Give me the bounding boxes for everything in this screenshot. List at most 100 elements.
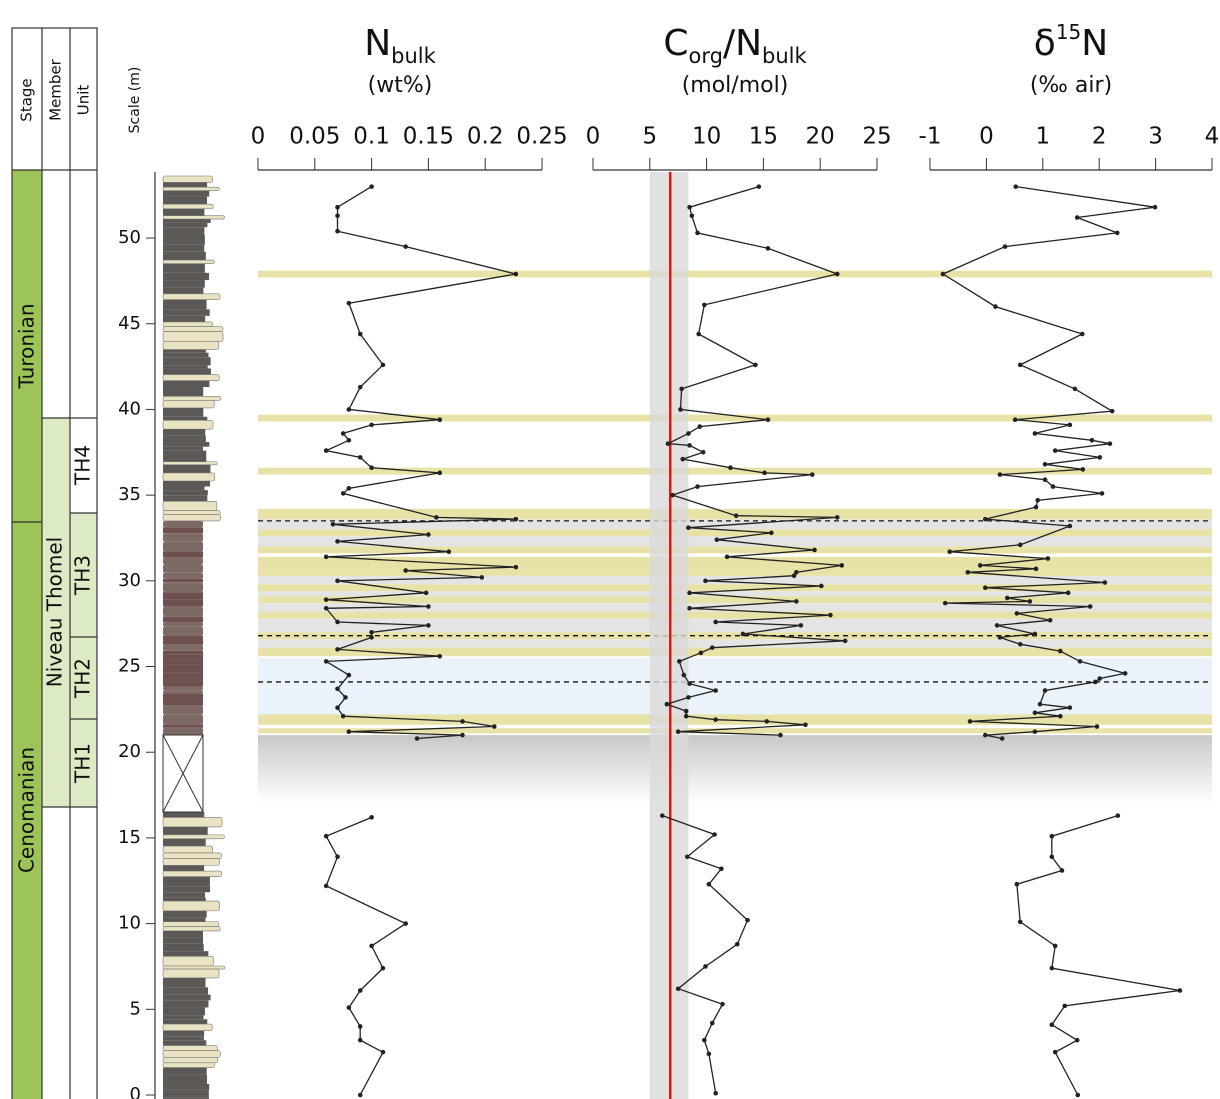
data-point: [346, 300, 352, 306]
data-point: [997, 472, 1003, 477]
data-point: [1049, 1022, 1055, 1028]
litho-bed: [163, 910, 207, 918]
stage-cell: [12, 522, 42, 1099]
data-point: [713, 619, 718, 625]
litho-bed: [163, 897, 206, 902]
data-point: [999, 736, 1005, 741]
data-point: [335, 619, 340, 625]
litho-bed: [163, 681, 203, 687]
data-point: [947, 549, 953, 554]
data-point: [1037, 701, 1043, 707]
lithology-column: [162, 175, 226, 1099]
data-point: [335, 647, 340, 652]
data-point: [357, 1024, 363, 1029]
data-point: [709, 645, 715, 650]
data-point: [346, 729, 352, 734]
litho-bed: [163, 520, 203, 528]
data-point: [982, 732, 988, 738]
litho-bed: [163, 251, 206, 261]
data-point: [346, 407, 352, 412]
header: Stage: [18, 78, 36, 121]
data-point: [1042, 688, 1048, 693]
litho-bed: [163, 727, 203, 736]
litho-bed: [163, 446, 204, 451]
litho-bed: [163, 1036, 204, 1041]
litho-bed: [163, 1097, 210, 1099]
data-point: [940, 271, 946, 277]
data-point: [828, 612, 833, 618]
data-point: [1099, 491, 1105, 496]
data-point: [1035, 497, 1041, 503]
panel-subtitle: (‰ air): [1030, 73, 1112, 98]
data-point: [1114, 230, 1120, 236]
litho-bed: [163, 196, 207, 205]
unit-label: TH3: [71, 555, 95, 596]
data-point: [340, 431, 346, 436]
litho-bed: [163, 368, 211, 375]
litho-bed: [163, 551, 203, 558]
data-point: [357, 1037, 363, 1043]
x-tick-label: 4: [1205, 124, 1220, 150]
data-point: [380, 1049, 386, 1055]
data-point: [1097, 455, 1103, 460]
data-point: [697, 424, 703, 429]
data-point: [982, 585, 988, 590]
data-point: [1017, 542, 1023, 548]
x-tick-label: 20: [806, 124, 835, 150]
x-tick-label: 0.05: [289, 124, 340, 150]
litho-bed: [162, 472, 216, 482]
litho-bed: [163, 1015, 204, 1020]
unit-label: TH4: [71, 445, 95, 486]
panel-subtitle: (mol/mol): [682, 73, 789, 98]
litho-bed: [163, 724, 203, 728]
litho-bed: [163, 644, 203, 651]
data-point: [677, 659, 682, 664]
data-point: [967, 719, 973, 724]
litho-bed: [163, 349, 206, 353]
data-point: [1074, 1037, 1080, 1043]
data-point: [762, 470, 767, 476]
litho-bed: [163, 272, 210, 281]
litho-bed: [163, 1040, 207, 1046]
unit-label: TH2: [71, 658, 95, 699]
data-point: [769, 530, 774, 536]
litho-bed: [162, 186, 220, 191]
x-tick-label: 0.1: [353, 124, 390, 150]
litho-bed: [163, 533, 203, 542]
data-point: [491, 724, 497, 729]
litho-bed: [162, 395, 222, 401]
data-point: [687, 681, 692, 686]
litho-bed: [163, 442, 210, 447]
data-point: [1045, 556, 1051, 561]
data-point: [513, 516, 519, 522]
data-point: [434, 515, 439, 520]
data-point: [714, 537, 720, 542]
litho-bed: [163, 578, 203, 583]
member-cell: [42, 418, 70, 807]
data-point: [684, 854, 690, 860]
data-point: [335, 705, 340, 710]
data-point: [1067, 422, 1073, 428]
data-point: [513, 564, 519, 570]
litho-bed: [162, 331, 224, 342]
litho-bed: [163, 429, 206, 436]
litho-bed: [163, 876, 210, 887]
data-point: [323, 597, 329, 602]
data-point: [343, 695, 348, 700]
data-point: [323, 659, 329, 664]
litho-bed: [163, 299, 207, 310]
data-point: [687, 443, 692, 448]
data-point: [819, 583, 824, 589]
y-tick-label: 5: [130, 998, 141, 1019]
highlight-band: [258, 618, 1212, 633]
data-point: [675, 729, 681, 734]
data-point: [713, 717, 718, 722]
litho-bed: [163, 693, 203, 699]
y-tick-label: 25: [118, 656, 141, 677]
litho-bed: [162, 870, 222, 878]
data-point: [1047, 617, 1053, 623]
highlight-band: [258, 467, 1212, 475]
data-point: [437, 653, 443, 659]
data-point: [803, 722, 808, 728]
panel-subtitle: (wt%): [368, 73, 433, 98]
